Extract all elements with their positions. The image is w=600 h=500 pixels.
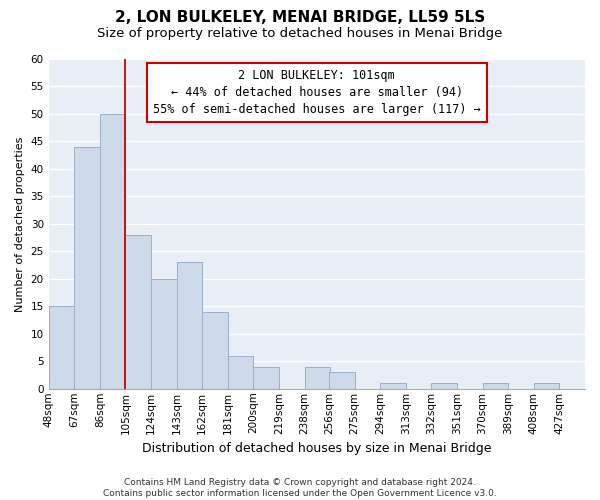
Bar [100, 114, 125, 389]
Bar [125, 235, 151, 389]
Text: Size of property relative to detached houses in Menai Bridge: Size of property relative to detached ho… [97, 28, 503, 40]
Bar [534, 384, 559, 389]
Bar [202, 312, 228, 389]
Text: 2 LON BULKELEY: 101sqm
← 44% of detached houses are smaller (94)
55% of semi-det: 2 LON BULKELEY: 101sqm ← 44% of detached… [153, 69, 481, 116]
Bar [482, 384, 508, 389]
Y-axis label: Number of detached properties: Number of detached properties [15, 136, 25, 312]
Bar [305, 367, 331, 389]
Bar [329, 372, 355, 389]
Bar [253, 367, 279, 389]
Text: Contains HM Land Registry data © Crown copyright and database right 2024.
Contai: Contains HM Land Registry data © Crown c… [103, 478, 497, 498]
X-axis label: Distribution of detached houses by size in Menai Bridge: Distribution of detached houses by size … [142, 442, 491, 455]
Bar [380, 384, 406, 389]
Bar [49, 306, 74, 389]
Text: 2, LON BULKELEY, MENAI BRIDGE, LL59 5LS: 2, LON BULKELEY, MENAI BRIDGE, LL59 5LS [115, 10, 485, 25]
Bar [151, 279, 176, 389]
Bar [228, 356, 253, 389]
Bar [74, 147, 100, 389]
Bar [431, 384, 457, 389]
Bar [176, 262, 202, 389]
